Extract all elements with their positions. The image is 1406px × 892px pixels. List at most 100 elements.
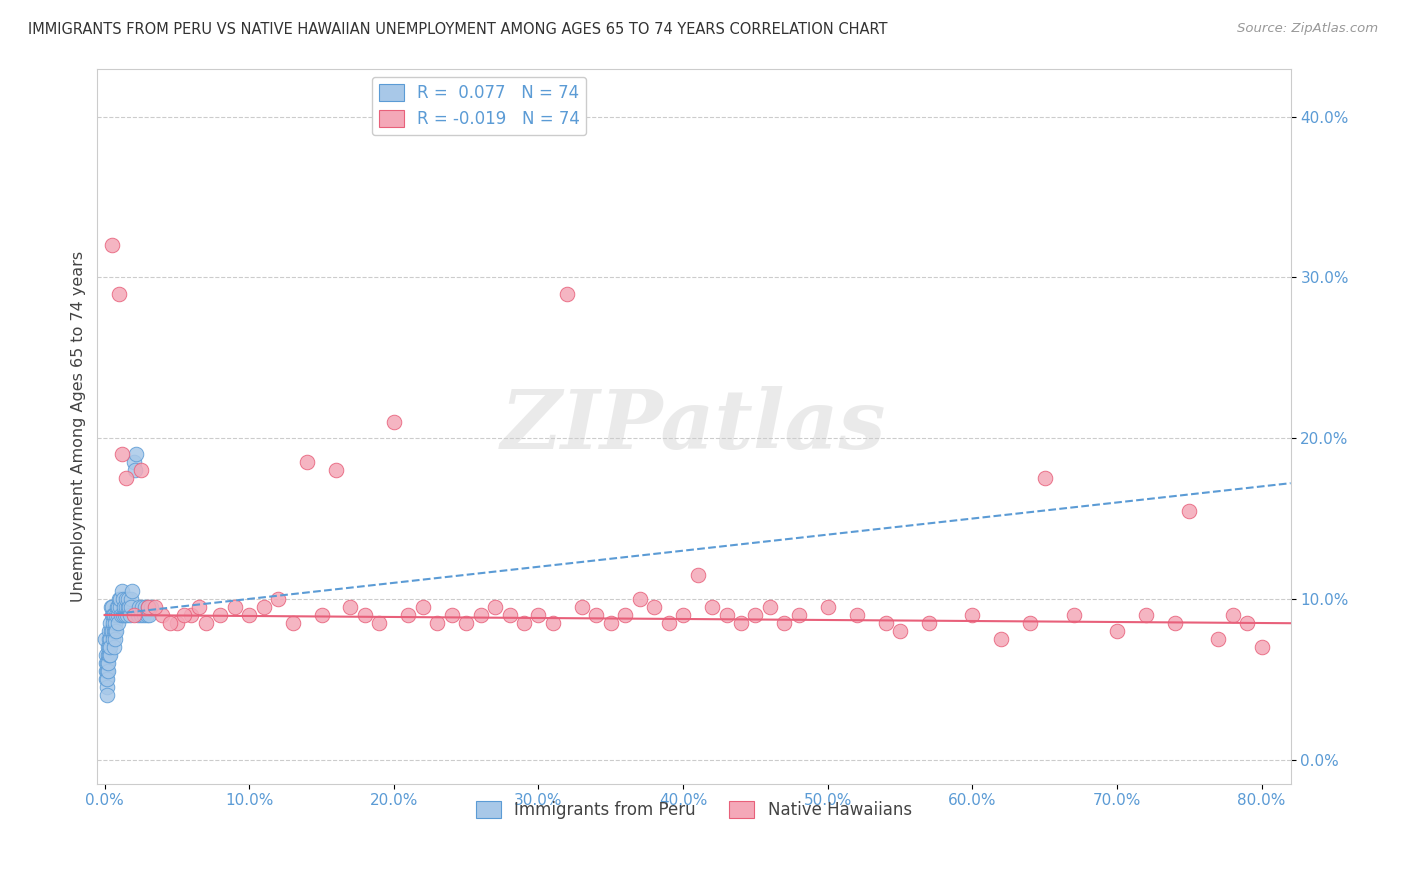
Point <box>311 607 333 622</box>
Point <box>744 607 766 622</box>
Point <box>98 632 121 646</box>
Point <box>325 463 347 477</box>
Point <box>108 286 131 301</box>
Point <box>396 607 419 622</box>
Point <box>1063 607 1085 622</box>
Point <box>1164 615 1187 630</box>
Point <box>131 599 153 614</box>
Point <box>115 607 138 622</box>
Point <box>107 607 129 622</box>
Point <box>845 607 868 622</box>
Point <box>541 615 564 630</box>
Point <box>484 599 506 614</box>
Point <box>98 648 121 662</box>
Point <box>129 463 152 477</box>
Point <box>111 583 134 598</box>
Point <box>124 463 146 477</box>
Point <box>98 615 121 630</box>
Point <box>122 455 145 469</box>
Point <box>97 640 120 654</box>
Point <box>107 599 129 614</box>
Point <box>101 607 124 622</box>
Point <box>114 599 136 614</box>
Point <box>918 615 941 630</box>
Point <box>456 615 478 630</box>
Point <box>103 640 125 654</box>
Text: ZIPatlas: ZIPatlas <box>501 386 887 467</box>
Point <box>817 599 839 614</box>
Point <box>98 624 121 638</box>
Point <box>111 447 134 461</box>
Point <box>110 591 132 606</box>
Text: Source: ZipAtlas.com: Source: ZipAtlas.com <box>1237 22 1378 36</box>
Point <box>103 615 125 630</box>
Point <box>1135 607 1157 622</box>
Point <box>117 599 139 614</box>
Point <box>94 664 117 678</box>
Point <box>112 599 135 614</box>
Point <box>136 599 159 614</box>
Point <box>166 615 188 630</box>
Point <box>101 599 124 614</box>
Point <box>104 615 127 630</box>
Point <box>138 607 160 622</box>
Point <box>120 591 142 606</box>
Point <box>368 615 391 630</box>
Point <box>1236 615 1258 630</box>
Point <box>98 640 121 654</box>
Point <box>110 607 132 622</box>
Point <box>962 607 984 622</box>
Point <box>101 624 124 638</box>
Point <box>143 599 166 614</box>
Point <box>105 599 128 614</box>
Point <box>100 607 122 622</box>
Point <box>97 656 120 670</box>
Point <box>112 591 135 606</box>
Point <box>672 607 695 622</box>
Point <box>1250 640 1272 654</box>
Point <box>787 607 810 622</box>
Point <box>875 615 897 630</box>
Point <box>96 689 118 703</box>
Point <box>194 615 217 630</box>
Point <box>118 607 141 622</box>
Point <box>101 632 124 646</box>
Point <box>599 615 621 630</box>
Point <box>187 599 209 614</box>
Point <box>108 599 131 614</box>
Point <box>759 599 782 614</box>
Point <box>104 632 127 646</box>
Point <box>97 648 120 662</box>
Point <box>700 599 723 614</box>
Point <box>716 607 738 622</box>
Point <box>773 615 796 630</box>
Point <box>108 591 131 606</box>
Point <box>118 599 141 614</box>
Point <box>614 607 637 622</box>
Point <box>990 632 1012 646</box>
Point <box>513 615 536 630</box>
Point <box>889 624 911 638</box>
Point <box>104 624 127 638</box>
Point <box>94 648 117 662</box>
Point <box>253 599 276 614</box>
Legend: Immigrants from Peru, Native Hawaiians: Immigrants from Peru, Native Hawaiians <box>470 794 918 825</box>
Point <box>97 632 120 646</box>
Point <box>135 607 157 622</box>
Point <box>339 599 361 614</box>
Point <box>103 624 125 638</box>
Point <box>1033 471 1056 485</box>
Point <box>1019 615 1042 630</box>
Point <box>122 607 145 622</box>
Point <box>115 591 138 606</box>
Point <box>173 607 195 622</box>
Point <box>1178 503 1201 517</box>
Point <box>238 607 260 622</box>
Point <box>354 607 377 622</box>
Point <box>281 615 304 630</box>
Point <box>97 664 120 678</box>
Point <box>557 286 579 301</box>
Point <box>382 415 405 429</box>
Point <box>1105 624 1128 638</box>
Point <box>129 607 152 622</box>
